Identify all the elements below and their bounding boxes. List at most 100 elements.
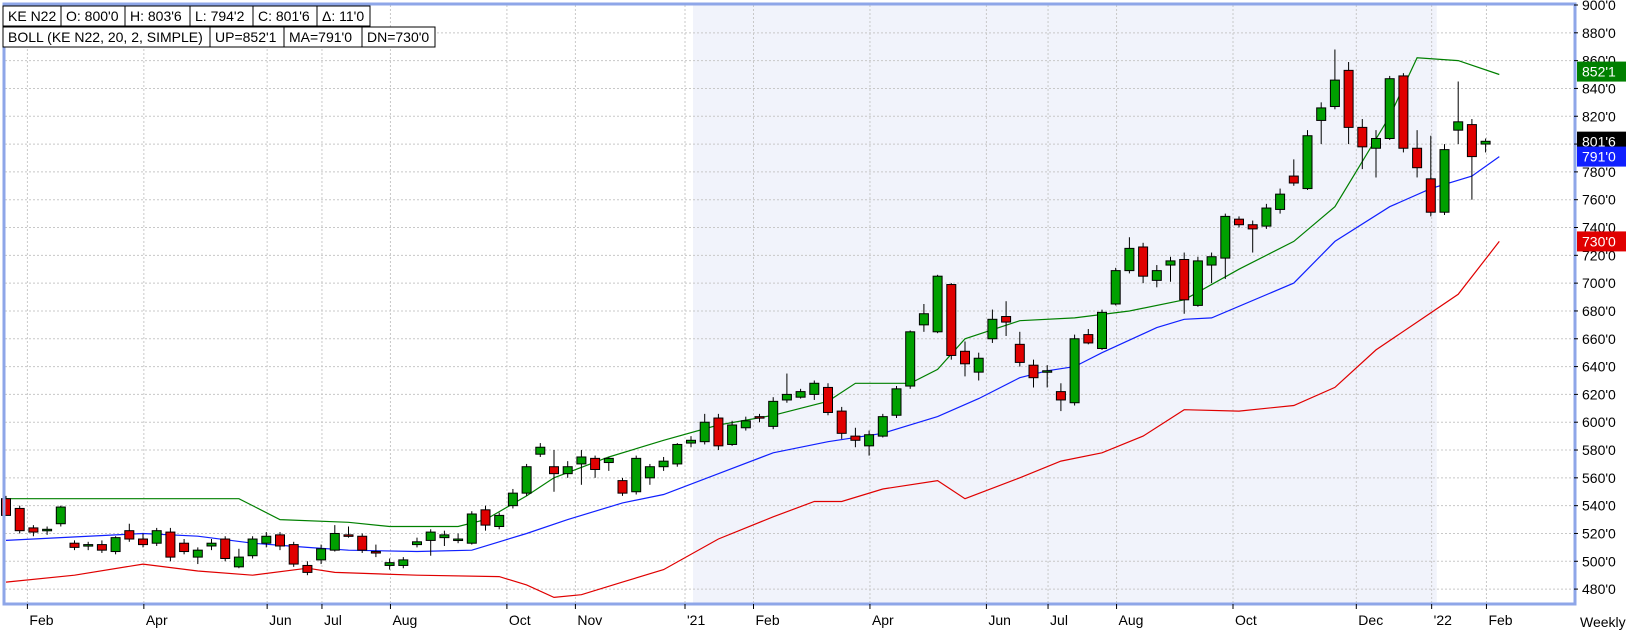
price-flag-label: 852'1 <box>1582 64 1616 80</box>
candle-up <box>918 313 929 326</box>
y-tick-label: 700'0 <box>1582 275 1616 291</box>
candle-up <box>466 513 477 544</box>
candle-up <box>576 456 587 465</box>
x-tick-label: Jun <box>269 612 292 628</box>
candle-up <box>1124 247 1135 272</box>
candle-up <box>55 506 66 525</box>
candle-up <box>1329 79 1340 108</box>
x-axis: Feb Apr Jun Jul Aug Oct Nov '21 Feb Apr Jun Jul Aug O… <box>26 604 1513 628</box>
y-tick-label: 620'0 <box>1582 386 1616 402</box>
period-label: Weekly <box>1580 614 1626 630</box>
candle-up <box>686 439 696 444</box>
candle-up <box>1220 215 1231 259</box>
candle-up <box>877 416 888 437</box>
middle-band-value: MA=791'0 <box>289 29 352 45</box>
y-tick-label: 600'0 <box>1582 414 1616 430</box>
candle-up <box>110 537 121 553</box>
candle-down <box>1412 147 1423 169</box>
y-tick-label: 540'0 <box>1582 498 1616 514</box>
candle-up <box>42 528 53 532</box>
candle-up <box>247 538 258 557</box>
indicator-name: BOLL (KE N22, 20, 2, SIMPLE) <box>8 29 203 45</box>
x-tick-label: Jul <box>1050 612 1068 628</box>
quote-header: KE N22 O: 800'0 H: 803'6 L: 794'2 C: 801… <box>2 5 371 27</box>
candle-up <box>83 544 94 547</box>
candle-down <box>1247 224 1258 230</box>
candle-up <box>412 541 422 546</box>
candle-down <box>823 386 833 413</box>
candle-up <box>1097 311 1107 350</box>
x-tick-label: Oct <box>1235 612 1257 628</box>
candle-up <box>206 542 217 547</box>
candle-up <box>507 492 518 507</box>
candle-down <box>960 350 970 365</box>
candle-down <box>713 417 724 447</box>
x-tick-label: '22 <box>1434 612 1452 628</box>
candle-up <box>987 318 998 340</box>
candle-up <box>1151 270 1162 281</box>
candle-up <box>905 331 916 387</box>
candle-up <box>151 530 162 544</box>
close-label: C: 801'6 <box>258 8 310 24</box>
x-tick-label: Jun <box>988 612 1011 628</box>
candle-down <box>850 435 861 441</box>
candle-down <box>288 544 299 565</box>
candle-up <box>439 534 450 539</box>
y-tick-label: 640'0 <box>1582 359 1616 375</box>
shaded-region <box>693 5 1437 603</box>
candle-down <box>590 457 601 470</box>
candle-down <box>138 538 148 546</box>
y-tick-label: 660'0 <box>1582 331 1616 347</box>
candle-up <box>658 460 669 468</box>
candle-down <box>1425 178 1436 213</box>
high-label: H: 803'6 <box>130 8 182 24</box>
candle-down <box>1028 364 1039 379</box>
candle-up <box>1371 138 1381 149</box>
candle-down <box>357 535 368 551</box>
candle-up <box>398 559 409 566</box>
candle-down <box>165 531 176 558</box>
candle-down <box>370 551 381 554</box>
candle-up <box>494 514 505 528</box>
candle-down <box>14 507 25 532</box>
candle-down <box>179 542 190 553</box>
price-flag-label: 791'0 <box>1582 149 1616 165</box>
candle-down <box>480 509 491 526</box>
candle-up <box>932 275 943 333</box>
candle-up <box>740 420 751 429</box>
candle-up <box>631 457 642 493</box>
x-tick-label: Nov <box>577 612 602 628</box>
low-label: L: 794'2 <box>195 8 245 24</box>
x-tick-label: Feb <box>1488 612 1512 628</box>
candle-down <box>124 530 135 540</box>
candle-down <box>1398 75 1409 149</box>
candle-up <box>535 446 546 455</box>
candle-down <box>96 544 107 551</box>
price-flag <box>1577 146 1626 167</box>
candle-up <box>316 548 327 561</box>
candle-up <box>1069 338 1080 404</box>
y-tick-label: 560'0 <box>1582 470 1616 486</box>
y-tick-label: 900'0 <box>1582 0 1616 13</box>
candle-up <box>603 457 614 464</box>
candle-up <box>973 357 984 373</box>
x-tick-label: Apr <box>146 612 168 628</box>
upper-band-line <box>6 57 1500 528</box>
candle-down <box>946 284 957 356</box>
candle-down <box>1179 258 1190 301</box>
candle-up <box>192 549 203 558</box>
candle-up <box>1384 78 1395 140</box>
y-tick-label: 520'0 <box>1582 525 1616 541</box>
y-tick-label: 780'0 <box>1582 164 1616 180</box>
candle-down <box>1357 126 1368 148</box>
candle-up <box>425 531 436 541</box>
candle-up <box>644 466 655 479</box>
plot-frame <box>2 2 1577 606</box>
candle-up <box>699 421 710 443</box>
price-flag <box>1577 61 1626 82</box>
candle-down <box>1001 316 1012 323</box>
candle-down <box>1 498 11 516</box>
price-flag <box>1577 231 1626 252</box>
candle-down <box>617 480 628 494</box>
